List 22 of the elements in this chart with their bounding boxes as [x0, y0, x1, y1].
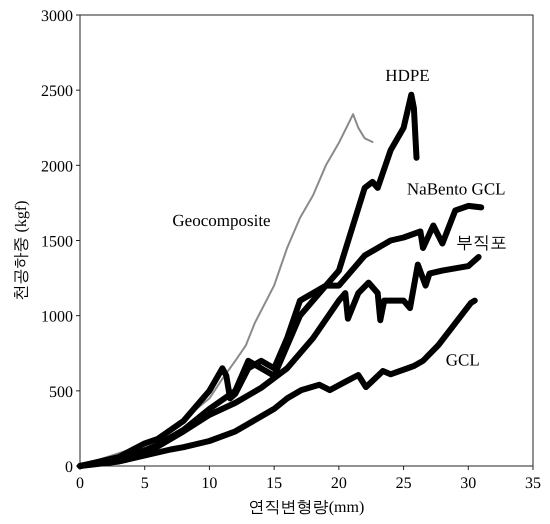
- x-tick-label: 10: [201, 475, 218, 492]
- series-label: NaBento GCL: [406, 179, 506, 198]
- series-label: 부직포: [456, 233, 508, 252]
- y-tick-label: 2500: [41, 83, 73, 100]
- series-label: GCL: [446, 350, 480, 370]
- x-tick-label: 0: [76, 475, 84, 492]
- x-tick-label: 5: [140, 475, 149, 492]
- series-label: Geocomposite: [172, 211, 271, 230]
- x-axis-title: 연직변형량(mm): [248, 499, 364, 516]
- y-tick-label: 500: [49, 384, 73, 401]
- y-tick-label: 0: [65, 459, 73, 476]
- y-tick-label: 1000: [41, 308, 73, 326]
- y-tick-label: 2000: [41, 158, 73, 176]
- x-tick-label: 30: [460, 475, 476, 492]
- x-tick-label: 25: [396, 475, 412, 492]
- y-axis-title: 천공하중 (kgf): [13, 200, 30, 300]
- y-tick-label: 1500: [41, 234, 73, 250]
- y-tick-label: 3000: [41, 8, 73, 25]
- x-tick-label: 35: [525, 475, 541, 492]
- x-tick-label: 20: [330, 475, 347, 492]
- x-tick-label: 15: [266, 475, 282, 492]
- series-label: HDPE: [385, 66, 430, 85]
